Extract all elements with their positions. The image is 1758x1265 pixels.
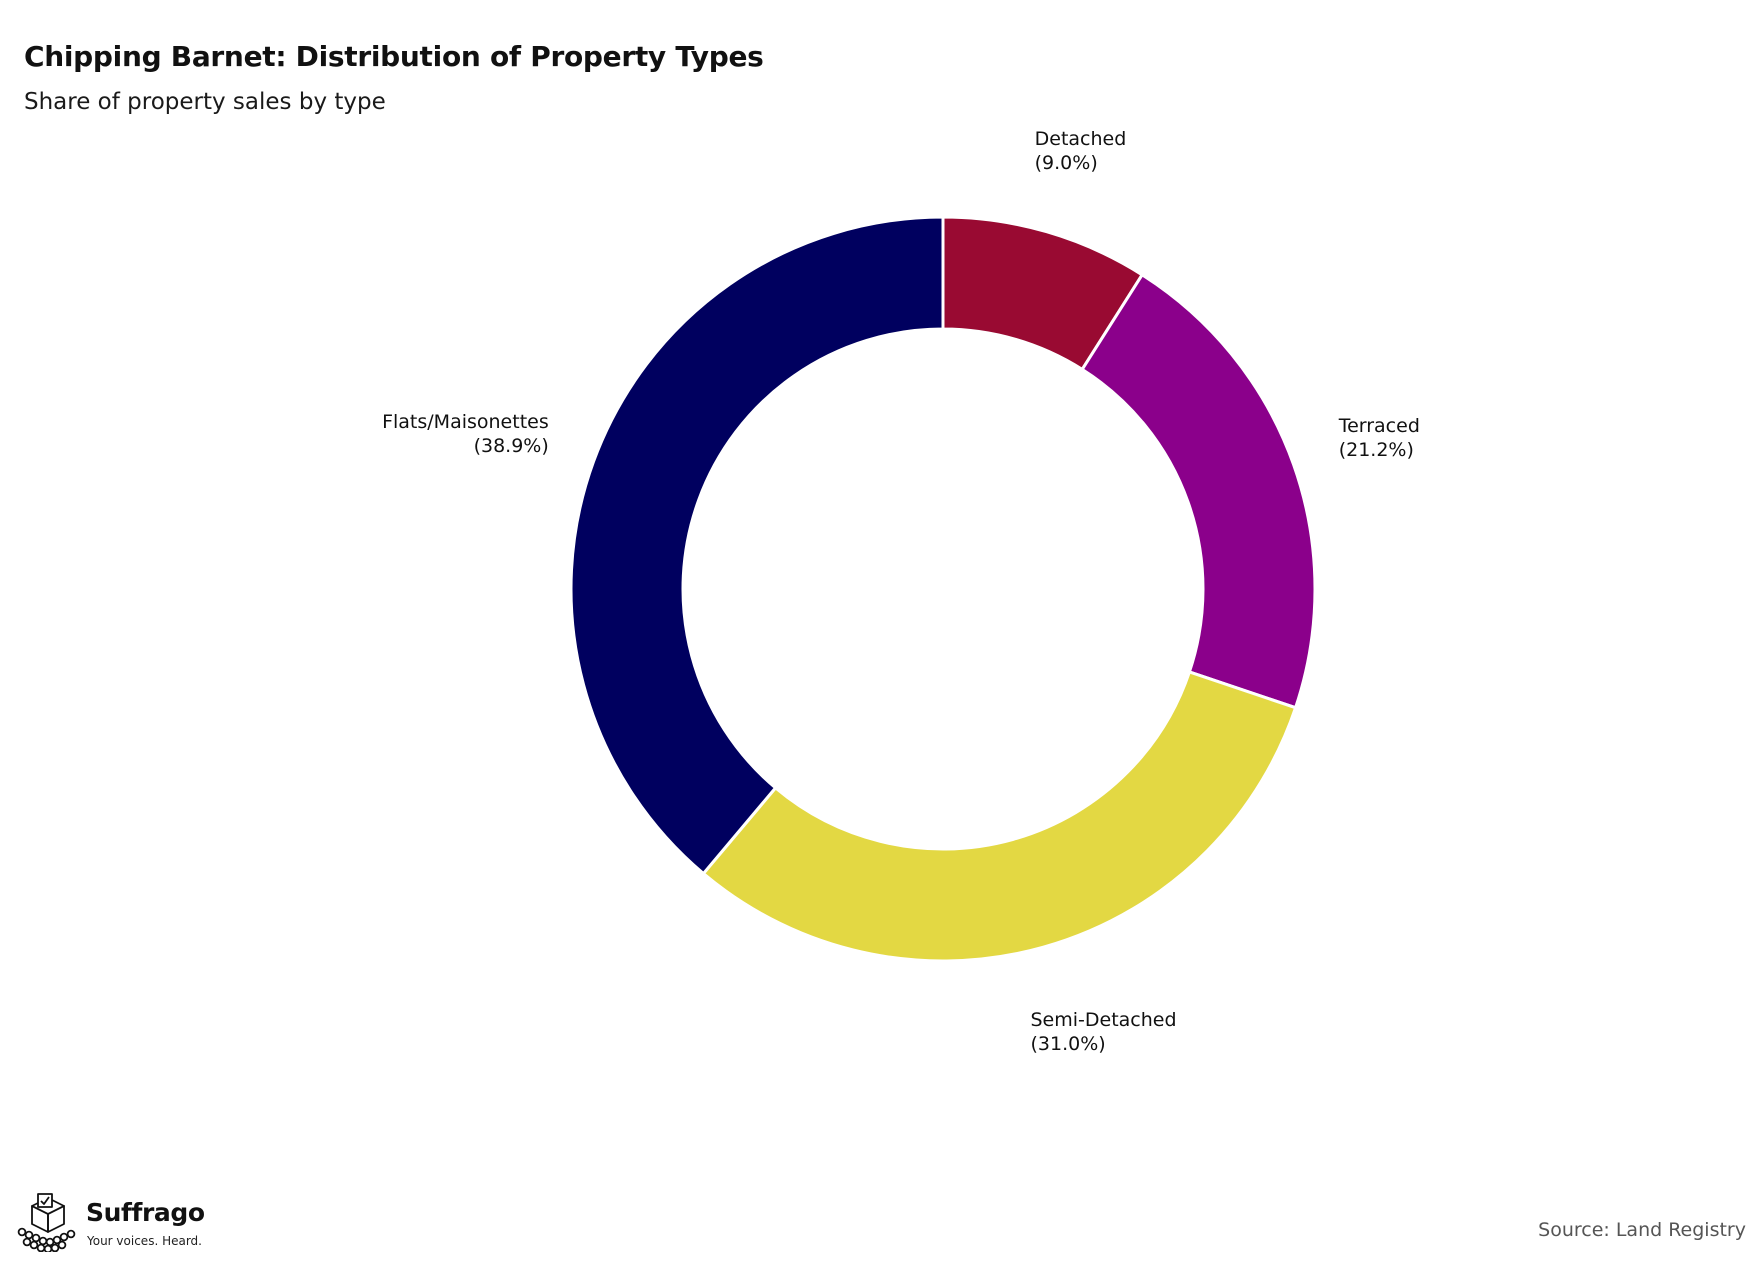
chart-subtitle: Share of property sales by type — [24, 89, 386, 115]
slice-label-value: (31.0%) — [1031, 1033, 1106, 1055]
slice-flats-maisonettes — [569, 215, 945, 876]
donut-slices — [569, 215, 1317, 963]
slice-terraced — [1080, 273, 1317, 710]
source-note: Source: Land Registry — [1538, 1219, 1746, 1241]
chart-title: Chipping Barnet: Distribution of Propert… — [24, 40, 764, 73]
slice-label-terraced: Terraced (21.2%) — [1338, 415, 1420, 461]
slice-label-value: (9.0%) — [1035, 152, 1098, 174]
ballot-box-icon — [17, 1193, 76, 1252]
slice-label-semi-detached: Semi-Detached (31.0%) — [1031, 1009, 1177, 1055]
brand-tagline: Your voices. Heard. — [87, 1234, 202, 1248]
slice-label-name: Detached — [1035, 128, 1127, 150]
slice-label-name: Flats/Maisonettes — [382, 411, 549, 433]
slice-label-detached: Detached (9.0%) — [1035, 128, 1127, 174]
slice-labels: Detached (9.0%) Terraced (21.2%) Semi-Detach… — [382, 128, 1420, 1055]
brand-name: Suffrago — [86, 1198, 205, 1227]
slice-label-value: (38.9%) — [474, 435, 549, 457]
slice-label-name: Semi-Detached — [1031, 1009, 1177, 1031]
slice-label-flats-maisonettes: Flats/Maisonettes (38.9%) — [382, 411, 549, 457]
slice-label-name: Terraced — [1338, 415, 1420, 437]
slice-label-value: (21.2%) — [1339, 439, 1414, 461]
slice-semi-detached — [701, 670, 1298, 963]
brand-block: Suffrago Your voices. Heard. — [14, 1192, 214, 1252]
